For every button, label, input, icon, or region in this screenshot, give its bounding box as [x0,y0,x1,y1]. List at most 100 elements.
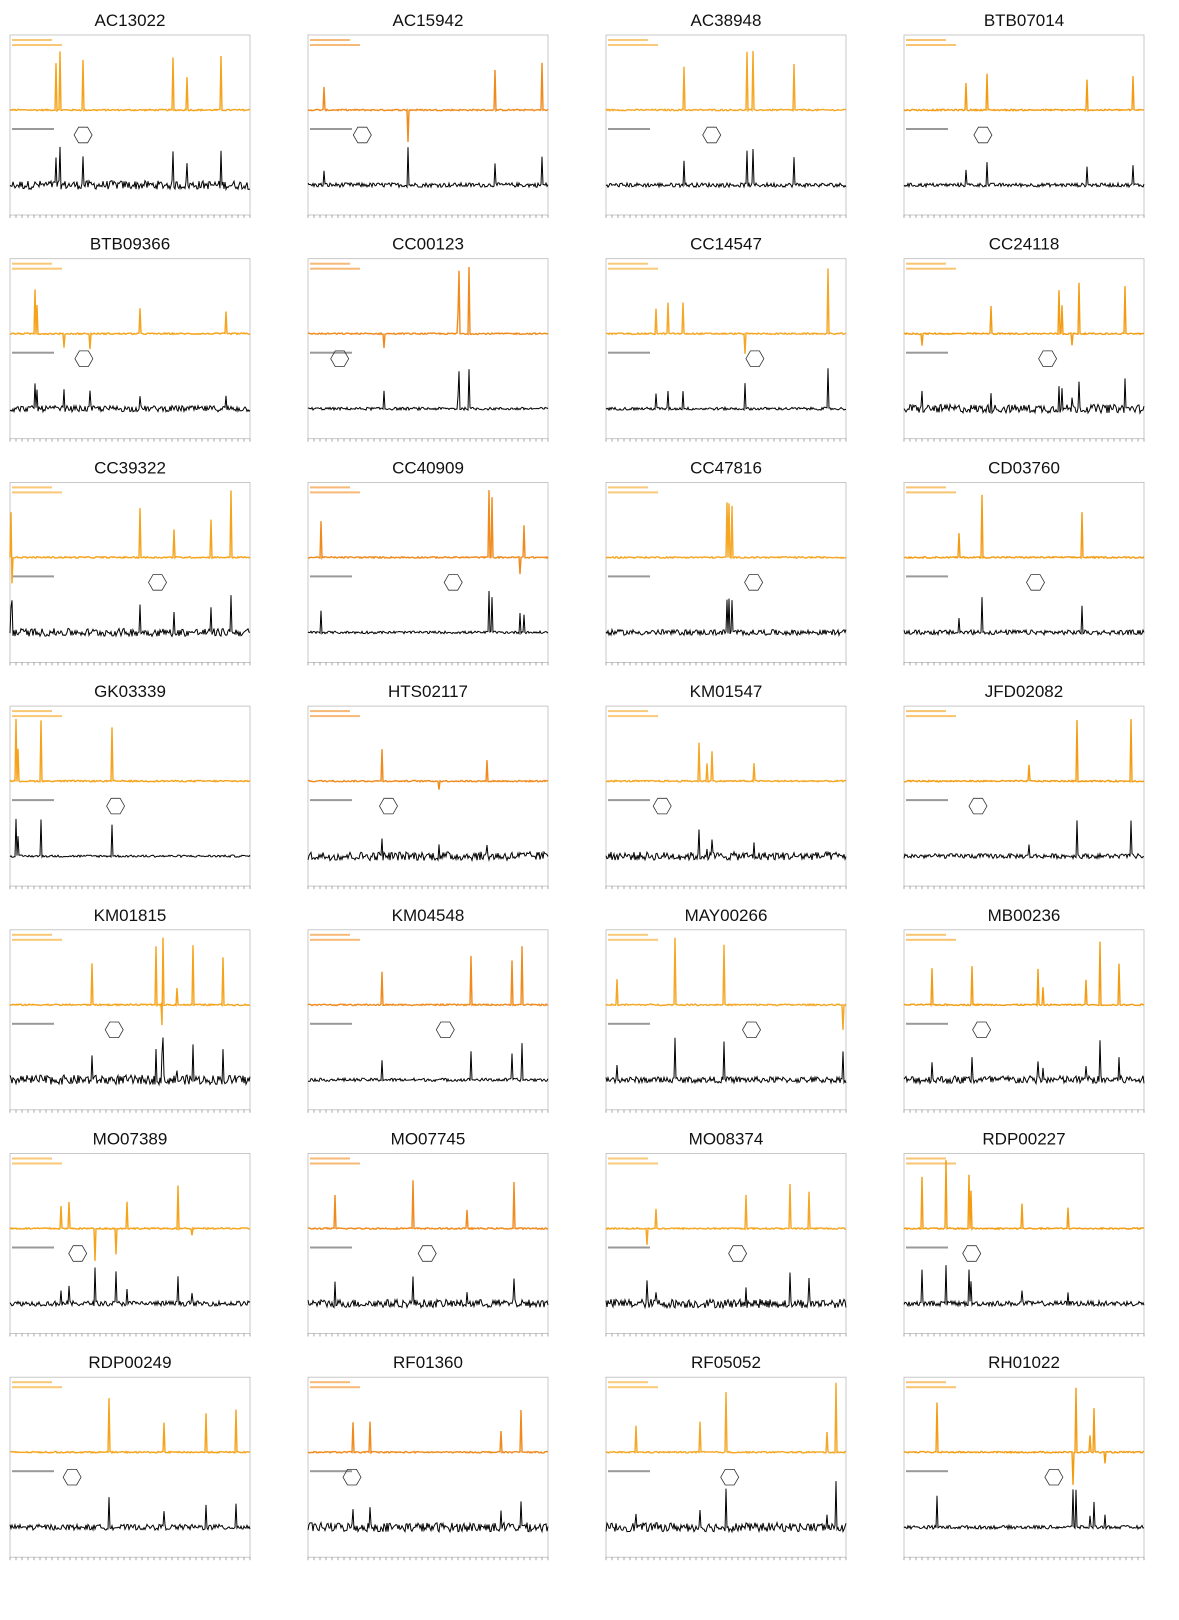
difference-spectrum [9,1267,251,1308]
difference-spectrum [307,147,549,189]
spectrum-panel: CC24118 [903,235,1145,442]
spectrum-panel: AC15942 [307,11,549,218]
panel-title: CD03760 [988,458,1060,477]
header-note [310,262,350,265]
header-note [12,351,54,354]
header-note [608,44,658,46]
header-note [12,44,62,46]
reference-spectrum [9,1398,251,1455]
molecule-sketch [417,1245,437,1262]
difference-spectrum [903,597,1145,637]
reference-spectrum [307,749,549,790]
spectrum-panel: RF05052 [605,1353,847,1561]
header-note [608,715,658,718]
header-note [608,1381,648,1384]
reference-spectrum [307,1180,549,1231]
header-note [906,262,946,265]
molecule-sketch [972,1021,992,1038]
header-note [906,1386,956,1389]
molecule-sketch [379,797,398,815]
panel-title: RH01022 [988,1353,1060,1372]
panel-title: AC15942 [393,11,464,30]
header-note [906,1381,946,1384]
molecule-sketch [968,797,988,815]
plot-frame [903,34,1145,216]
panel-title: CC39322 [94,458,166,477]
header-note [310,491,360,494]
header-note [310,44,360,46]
header-note [906,933,946,936]
panel-title: MO07389 [93,1130,168,1149]
panel-title: BTB07014 [984,11,1064,30]
header-note [12,938,62,941]
difference-spectrum [307,590,549,636]
molecule-sketch [1026,574,1045,591]
spectrum-panel: AC13022 [9,11,251,218]
header-note [906,938,956,941]
header-note [608,39,648,41]
header-note [906,715,956,718]
reference-spectrum [605,937,847,1030]
difference-spectrum [9,818,251,859]
difference-spectrum [307,369,549,412]
reference-spectrum [9,289,251,350]
molecule-sketch [728,1245,748,1262]
panel-title: RDP00249 [88,1353,171,1372]
reference-spectrum [9,718,251,783]
spectrum-panel: RF01360 [307,1353,549,1561]
molecule-sketch [744,574,764,591]
reference-spectrum [307,62,549,143]
panel-title: AC13022 [95,11,166,30]
panel-title: KM01547 [690,682,763,701]
header-note [608,575,650,578]
difference-spectrum [605,1272,847,1310]
header-note [12,710,52,713]
panel-title: KM01815 [94,906,167,925]
header-note [608,262,648,265]
spectrum-panel: RH01022 [903,1353,1145,1561]
reference-spectrum [9,1185,251,1261]
header-note [310,1157,350,1160]
header-note [608,799,650,802]
molecule-sketch [435,1021,455,1038]
reference-spectrum [307,490,549,575]
header-note [906,128,948,130]
spectrum-panel: KM04548 [307,906,549,1113]
molecule-sketch [352,126,372,144]
spectrum-panel: CC00123 [307,235,549,442]
reference-spectrum [307,946,549,1007]
molecule-sketch [106,797,126,815]
plot-frame [605,705,847,887]
panel-title: CC47816 [690,458,762,477]
spectrum-panel: RDP00227 [903,1130,1145,1337]
header-note [608,1246,650,1249]
reference-spectrum [605,1382,847,1455]
header-note [608,1022,650,1025]
header-note [310,128,352,130]
reference-spectrum [606,268,847,354]
reference-spectrum [9,937,251,1026]
header-note [608,351,650,354]
difference-spectrum [307,838,549,863]
header-note [12,491,62,494]
panel-title: RF01360 [393,1353,463,1372]
header-note [906,491,956,494]
spectrum-panel: KM01547 [605,682,847,890]
spectrum-panel: MO08374 [605,1130,847,1337]
panel-title: MO07745 [391,1130,466,1149]
header-note [906,1022,948,1025]
header-note [906,575,948,578]
difference-spectrum [903,1265,1145,1308]
header-note [310,938,360,941]
header-note [310,715,360,718]
plot-frame [903,929,1145,1111]
header-note [608,1162,658,1165]
molecule-sketch [330,350,350,367]
header-note [12,1470,54,1473]
difference-spectrum [9,595,251,638]
difference-spectrum [605,148,847,189]
header-note [608,1157,648,1160]
header-note [12,1246,54,1249]
